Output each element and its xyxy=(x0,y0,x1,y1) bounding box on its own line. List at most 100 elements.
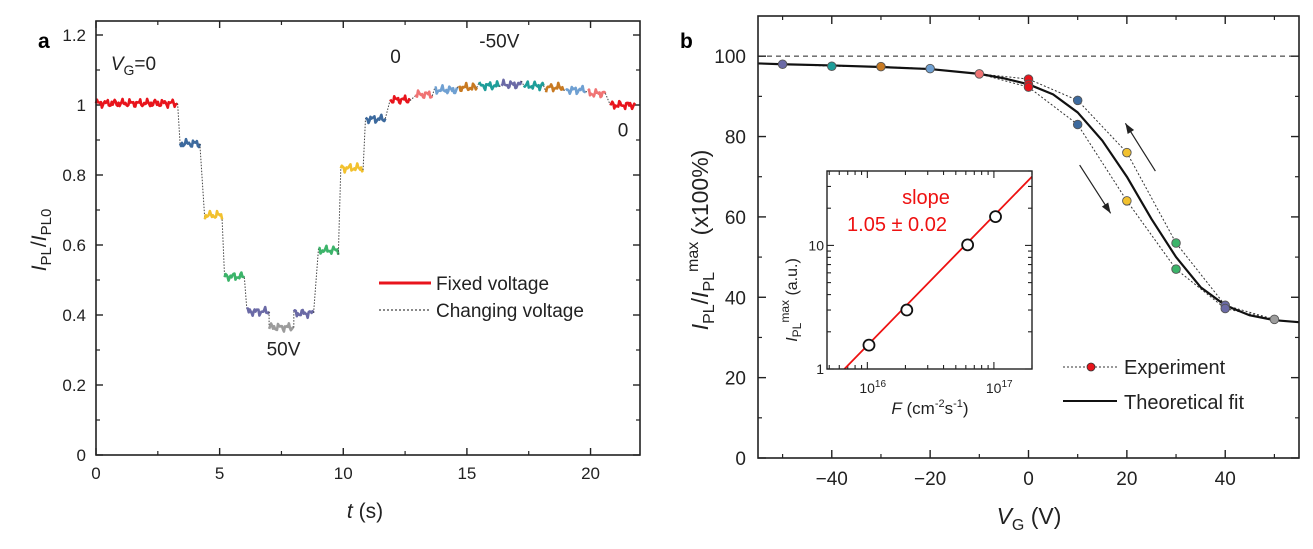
panel-a-ylabel: IPL/IPL0 xyxy=(28,209,55,272)
legend-fit-label: Theoretical fit xyxy=(1124,392,1244,414)
inset-fit-line xyxy=(843,176,1033,370)
changing-voltage-segment xyxy=(520,80,525,86)
inset-background xyxy=(827,171,1032,369)
fixed-voltage-segment xyxy=(458,81,478,93)
fixed-voltage-segment xyxy=(203,209,224,220)
changing-voltage-segment xyxy=(221,219,226,278)
changing-voltage-segment xyxy=(585,90,589,93)
x-tick-label: 40 xyxy=(1215,469,1236,490)
changing-voltage-segment xyxy=(243,277,248,310)
annotation-text: 50V xyxy=(267,339,301,360)
fixed-voltage-segment xyxy=(544,81,565,93)
arrowhead-icon xyxy=(1125,123,1135,135)
fixed-voltage-segment xyxy=(414,89,434,99)
experiment-point xyxy=(876,61,886,72)
experiment-point xyxy=(1122,147,1132,158)
panel-a-xlabel: t (s) xyxy=(347,500,383,523)
inset: 1 10 1016 1017 slope 1.05 ± 0.02 F (cm-2s-1… xyxy=(778,170,1033,418)
panel-b-frame xyxy=(757,15,1300,459)
legend-fixed-label: Fixed voltage xyxy=(436,274,549,295)
changing-voltage-segment xyxy=(177,103,181,144)
changing-voltage-segment xyxy=(313,247,320,313)
changing-voltage-segment xyxy=(456,85,460,89)
fixed-voltage-segment xyxy=(522,80,545,92)
x-tick-label: 10 xyxy=(334,464,353,483)
annotation-text: -50V xyxy=(479,31,519,52)
experiment-point xyxy=(925,63,935,74)
y-tick-label: 80 xyxy=(725,128,746,149)
x-tick-label: 5 xyxy=(215,464,224,483)
legend-experiment-label: Experiment xyxy=(1124,357,1226,379)
inset-ylabel: IPLmax (a.u.) xyxy=(778,258,804,342)
panel-b: b −40 −20 0 20 40 0 20 40 60 80 100 VG (V) IPL/IPL… xyxy=(680,15,1300,534)
fixed-voltage-segment xyxy=(339,162,365,174)
annotation-text: 0 xyxy=(390,47,401,68)
changing-voltage-segment xyxy=(543,85,547,93)
fixed-voltage-segment xyxy=(587,88,607,99)
y-tick-label: 1.2 xyxy=(62,26,86,45)
experiment-point xyxy=(1122,196,1132,206)
changing-voltage-segment xyxy=(384,99,391,119)
experiment-point xyxy=(1023,82,1034,92)
annotation-text: V xyxy=(111,54,126,75)
panel-label-b: b xyxy=(680,30,693,53)
x-tick-label: 20 xyxy=(581,464,600,483)
y-tick-label: 0 xyxy=(735,449,746,470)
changing-voltage-segment xyxy=(431,87,436,97)
inset-data-point xyxy=(989,210,1002,224)
panel-a-data xyxy=(94,78,637,333)
x-tick-label: 0 xyxy=(91,464,100,483)
x-tick-label: 1016 xyxy=(859,379,886,396)
x-tick-exponent: 16 xyxy=(875,379,887,390)
y-tick-label: 0 xyxy=(77,446,86,465)
fixed-voltage-segment xyxy=(434,84,459,95)
x-tick-base: 10 xyxy=(986,380,1002,396)
x-tick-label: −20 xyxy=(914,469,946,490)
x-tick-label: 20 xyxy=(1116,469,1137,490)
y-tick-label: 60 xyxy=(725,208,746,229)
inset-data xyxy=(843,176,1033,370)
x-tick-label: 15 xyxy=(457,464,476,483)
panel-b-xlabel: VG (V) xyxy=(997,503,1062,534)
experiment-point xyxy=(827,61,837,71)
inset-slope-value: 1.05 ± 0.02 xyxy=(847,214,947,236)
inset-data-point xyxy=(862,338,876,352)
inset-frame xyxy=(826,170,1033,370)
y-tick-label: 0.6 xyxy=(62,236,86,255)
fixed-voltage-segment xyxy=(564,84,586,96)
annotation-label: -50V xyxy=(479,31,519,52)
y-tick-label: 40 xyxy=(725,288,746,309)
changing-voltage-segment xyxy=(498,85,502,88)
panel-b-legend: Experiment Theoretical fit xyxy=(1063,357,1244,414)
inset-slope-label: slope xyxy=(902,187,950,209)
fixed-voltage-segment xyxy=(178,137,202,149)
annotation-label: 0 xyxy=(390,47,401,68)
annotation-label: 50V xyxy=(267,339,301,360)
panel-a: a 0 5 10 15 20 0 0.2 0.4 0.6 0.8 1 1.2 t (s) IPL/IP… xyxy=(28,20,641,523)
inset-xlabel: F (cm-2s-1) xyxy=(891,398,968,418)
panel-a-legend: Fixed voltage Changing voltage xyxy=(379,274,584,322)
experiment-point xyxy=(1171,238,1181,248)
x-tick-exponent: 17 xyxy=(1001,379,1013,390)
inset-data-point xyxy=(961,238,975,252)
changing-voltage-segment xyxy=(604,93,611,106)
experiment-point xyxy=(777,59,788,69)
fixed-voltage-segment xyxy=(94,97,179,109)
changing-voltage-segment xyxy=(362,117,367,171)
x-tick-label: 0 xyxy=(1023,469,1034,490)
y-tick-label: 100 xyxy=(714,47,746,68)
annotation-rest: =0 xyxy=(134,54,156,75)
annotation-label: VG=0 xyxy=(111,54,156,78)
y-tick-label: 1 xyxy=(77,96,86,115)
legend-experiment-marker xyxy=(1086,362,1096,372)
fixed-voltage-segment xyxy=(609,99,637,111)
x-tick-label: 1017 xyxy=(986,379,1013,396)
y-tick-label: 0.4 xyxy=(62,306,86,325)
fixed-voltage-segment xyxy=(223,271,246,282)
y-tick-label: 1 xyxy=(816,361,824,377)
annotation-text: 0 xyxy=(618,121,629,142)
fixed-voltage-segment xyxy=(389,94,412,105)
experiment-point xyxy=(974,69,985,79)
fixed-voltage-segment xyxy=(500,78,523,90)
